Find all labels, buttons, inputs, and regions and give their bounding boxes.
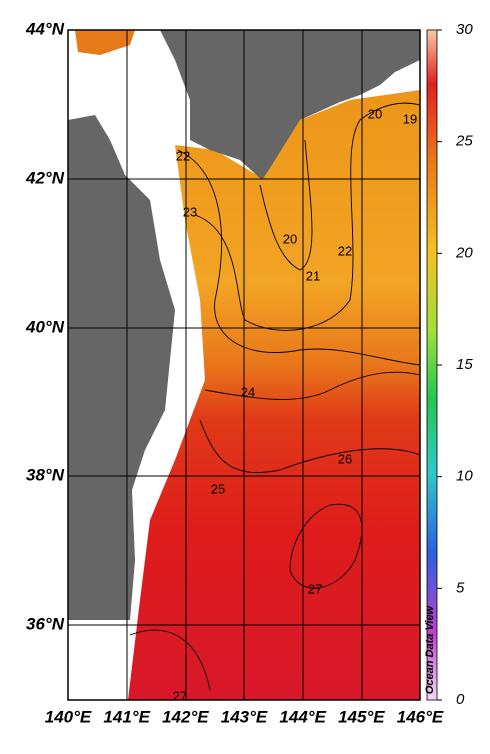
- lat-label: 40°N: [25, 317, 65, 336]
- contour-label: 22: [176, 148, 190, 163]
- lon-label: 140°E: [45, 707, 92, 726]
- colorbar-tick-label: 25: [455, 133, 473, 150]
- ocean-field: [128, 90, 420, 700]
- lon-label: 144°E: [279, 707, 326, 726]
- colorbar: [426, 29, 438, 701]
- watermark: Ocean Data View: [424, 604, 436, 694]
- colorbar-tick-label: 10: [456, 468, 473, 485]
- lon-label: 142°E: [162, 707, 209, 726]
- contour-label: 20: [368, 106, 382, 121]
- map-frame: [67, 29, 421, 701]
- map-area: [67, 29, 421, 701]
- land-honshu: [68, 115, 175, 620]
- colorbar-tick-label: 5: [456, 579, 465, 596]
- lat-label: 38°N: [26, 465, 65, 484]
- contour-label: 22: [338, 243, 352, 258]
- lon-label: 145°E: [338, 707, 385, 726]
- colorbar-tick-label: 0: [456, 691, 465, 708]
- colorbar-tick-label: 20: [455, 244, 473, 261]
- colorbar-tick-label: 15: [456, 356, 473, 373]
- lon-label: 143°E: [221, 707, 268, 726]
- contour-label: 23: [183, 204, 197, 219]
- contour-label: 20: [283, 231, 297, 246]
- contours: [129, 102, 421, 691]
- lat-label: 42°N: [25, 168, 65, 187]
- contour-label: 19: [403, 111, 417, 126]
- contour-label: 27: [173, 688, 187, 703]
- land-hokkaido: [160, 30, 420, 180]
- contour-label: 25: [211, 481, 225, 496]
- contour-label: 26: [338, 451, 352, 466]
- lon-label: 141°E: [103, 707, 150, 726]
- lat-label: 36°N: [26, 614, 65, 633]
- ocean-field-north: [75, 30, 135, 55]
- colorbar-tick-label: 30: [456, 21, 473, 38]
- graticule: [68, 30, 420, 700]
- lon-label: 146°E: [397, 707, 444, 726]
- contour-label: 27: [308, 581, 322, 596]
- lat-label: 44°N: [25, 19, 65, 38]
- contour-label: 24: [241, 384, 255, 399]
- contour-label: 21: [306, 268, 320, 283]
